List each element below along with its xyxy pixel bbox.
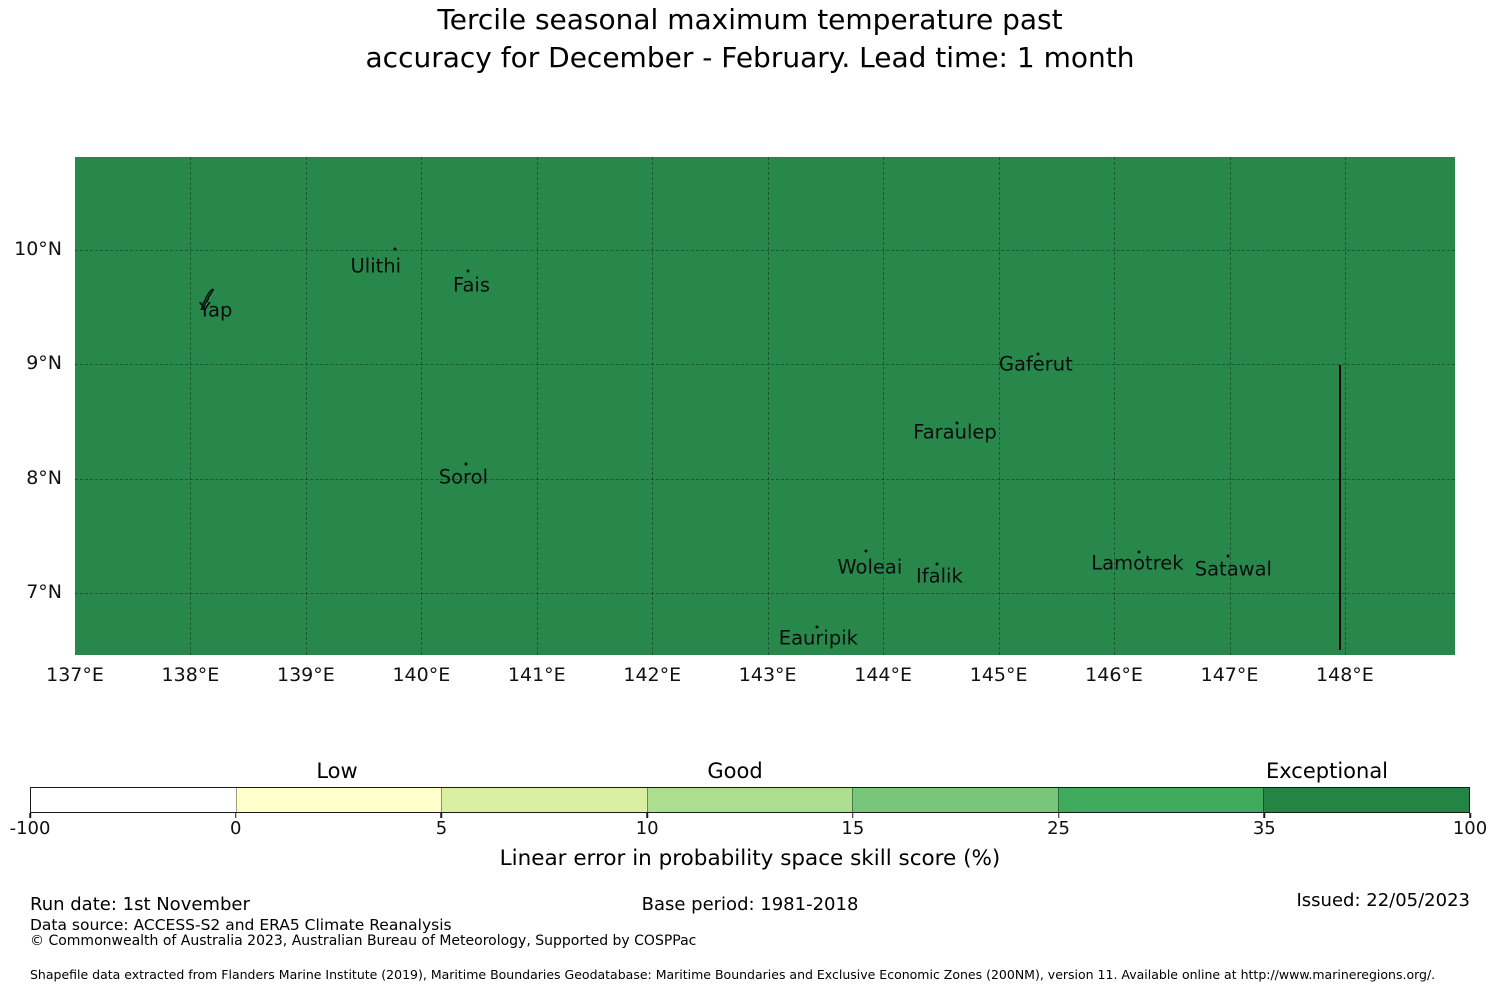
colorbar-segment-10-to-15 — [646, 788, 853, 812]
gaferut-island-label: Gaferut — [998, 352, 1073, 376]
colorbar-tickmark-35 — [1263, 813, 1266, 818]
gridline-lon-144 — [883, 157, 885, 655]
x-tick-147-e: 147°E — [1200, 664, 1259, 686]
fais-island-marker — [466, 269, 470, 273]
woleai-island-marker — [864, 549, 868, 553]
gridline-lon-139 — [305, 157, 307, 655]
x-tick-138-e: 138°E — [161, 664, 220, 686]
gridline-lat-9 — [75, 364, 1455, 366]
issued-date-text: Issued: 22/05/2023 — [1296, 890, 1470, 911]
base-period-text: Base period: 1981-2018 — [641, 894, 859, 915]
gridline-lon-142 — [652, 157, 654, 655]
gridline-lon-148 — [1344, 157, 1346, 655]
colorbar-tickmark-10 — [646, 813, 648, 818]
satawal-island-marker — [1226, 554, 1230, 558]
faraulep-island-marker — [955, 421, 959, 425]
colorbar-segment-5-to-10 — [441, 788, 647, 812]
colorbar — [30, 787, 1470, 813]
colorbar-tickmark-0 — [234, 813, 237, 818]
x-tick-140-e: 140°E — [392, 664, 451, 686]
eez-boundary-line — [1339, 365, 1342, 651]
y-tick-7-n: 7°N — [26, 580, 62, 603]
colorbar-tickmark--100 — [29, 813, 31, 818]
colorbar-axis-label: Linear error in probability space skill … — [499, 846, 1001, 871]
x-tick-141-e: 141°E — [507, 664, 566, 686]
colorbar-tick-label-100: 100 — [1452, 818, 1488, 839]
ulithi-island-label: Ulithi — [350, 254, 402, 278]
chart-title: Tercile seasonal maximum temperature pas… — [0, 1, 1500, 77]
map-area: Yap Ulithi Fais Sorol Gaferut Faraulep Woleai I… — [75, 157, 1455, 655]
y-tick-9-n: 9°N — [26, 352, 62, 375]
chart-title-line1: Tercile seasonal maximum temperature pas… — [437, 3, 1063, 36]
gridline-lon-138 — [190, 157, 192, 655]
sorol-island-label: Sorol — [438, 465, 488, 489]
x-tick-137-e: 137°E — [46, 664, 104, 686]
gridline-lat-7 — [75, 592, 1455, 594]
x-tick-146-e: 146°E — [1085, 664, 1143, 686]
colorbar-tick-label-5: 5 — [435, 818, 448, 839]
gridline-lon-147 — [1229, 157, 1231, 655]
colorbar-region-label-exceptional: Exceptional — [1265, 759, 1389, 783]
data-source-text: Data source: ACCESS-S2 and ERA5 Climate … — [30, 916, 452, 934]
x-tick-142-e: 142°E — [623, 664, 682, 686]
colorbar-segment--100-to-0 — [31, 788, 236, 812]
satawal-island-label: Satawal — [1194, 557, 1272, 581]
colorbar-tick-label-0: 0 — [229, 818, 242, 839]
chart-title-line2: accuracy for December - February. Lead t… — [365, 41, 1135, 74]
lamotrek-island-marker — [1137, 550, 1141, 554]
gridline-lon-145 — [998, 157, 1000, 655]
ifalik-island-marker — [935, 562, 939, 566]
ifalik-island-label: Ifalik — [916, 564, 963, 588]
gridline-lon-141 — [536, 157, 538, 655]
copyright-text: © Commonwealth of Australia 2023, Austra… — [30, 933, 697, 949]
run-date-text: Run date: 1st November — [30, 894, 250, 915]
colorbar-segment-25-to-35 — [1057, 788, 1264, 812]
woleai-island-label: Woleai — [837, 555, 903, 579]
gridline-lon-143 — [767, 157, 769, 655]
x-tick-145-e: 145°E — [969, 664, 1028, 686]
colorbar-tick-label-35: 35 — [1252, 818, 1276, 839]
colorbar-segment-0-to-5 — [235, 788, 442, 812]
x-tick-143-e: 143°E — [738, 664, 797, 686]
colorbar-segment-15-to-25 — [852, 788, 1058, 812]
colorbar-tickmark-100 — [1469, 813, 1471, 818]
fais-island-label: Fais — [453, 273, 490, 297]
yap-island-label: Yap — [198, 298, 233, 322]
colorbar-tickmark-15 — [852, 813, 854, 818]
colorbar-region-label-good: Good — [707, 759, 763, 783]
eauripik-island-marker — [815, 625, 819, 629]
lamotrek-island-label: Lamotrek — [1091, 551, 1184, 575]
colorbar-segment-35-to-100 — [1263, 788, 1470, 812]
colorbar-tickmark-25 — [1057, 813, 1060, 818]
gridline-lat-8 — [75, 478, 1455, 480]
sorol-island-marker — [464, 462, 468, 466]
x-tick-148-e: 148°E — [1316, 664, 1374, 686]
colorbar-region-label-low: Low — [316, 759, 358, 783]
faraulep-island-label: Faraulep — [913, 420, 997, 444]
x-tick-139-e: 139°E — [277, 664, 335, 686]
y-tick-10-n: 10°N — [14, 238, 62, 260]
y-tick-8-n: 8°N — [26, 466, 62, 489]
shapefile-note-text: Shapefile data extracted from Flanders M… — [30, 967, 1436, 982]
x-tick-144-e: 144°E — [854, 664, 913, 686]
yap-island-shape — [197, 288, 217, 312]
gridline-lon-140 — [421, 157, 423, 655]
gaferut-island-marker — [1036, 352, 1040, 356]
colorbar-tick-label-25: 25 — [1047, 818, 1071, 839]
eauripik-island-label: Eauripik — [778, 626, 858, 650]
colorbar-tick-label-15: 15 — [841, 818, 865, 839]
gridline-lat-10 — [75, 250, 1455, 251]
ulithi-island-marker — [393, 247, 397, 251]
colorbar-tickmark-5 — [440, 813, 443, 818]
gridline-lon-146 — [1114, 157, 1116, 655]
colorbar-tick-label-10: 10 — [635, 818, 659, 839]
colorbar-tick-label--100: -100 — [9, 818, 51, 839]
